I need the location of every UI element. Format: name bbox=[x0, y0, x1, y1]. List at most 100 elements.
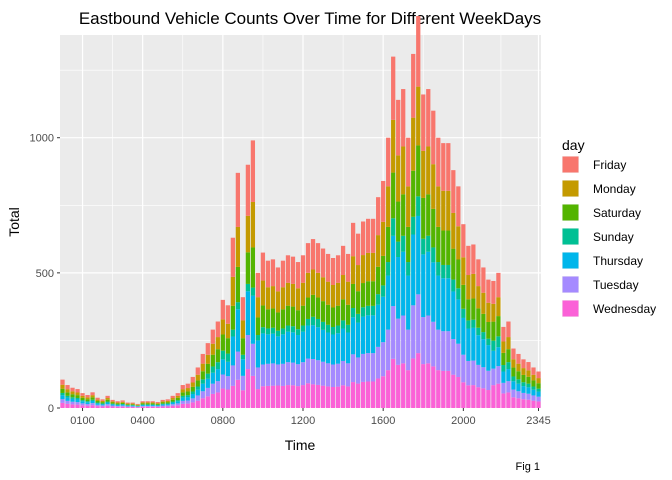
bar-segment-wednesday bbox=[190, 402, 195, 408]
bar-segment-saturday bbox=[441, 230, 446, 265]
bar-segment-saturday bbox=[270, 308, 276, 328]
bar-segment-tuesday bbox=[451, 339, 456, 375]
bar-segment-monday bbox=[426, 146, 431, 195]
bar-segment-thursday bbox=[315, 327, 321, 361]
bar-segment-sunday bbox=[290, 326, 296, 333]
bar-segment-tuesday bbox=[185, 400, 190, 404]
bar-segment-monday bbox=[110, 401, 115, 403]
bar-segment-thursday bbox=[245, 291, 251, 336]
bar-segment-friday bbox=[85, 395, 90, 398]
bar-segment-wednesday bbox=[516, 398, 521, 408]
bar-segment-friday bbox=[170, 395, 175, 399]
bar-segment-tuesday bbox=[190, 398, 195, 403]
bar-segment-wednesday bbox=[250, 375, 256, 408]
bar-segment-friday bbox=[350, 222, 356, 257]
bar-segment-saturday bbox=[225, 338, 230, 354]
bar-segment-friday bbox=[391, 56, 396, 120]
bar-segment-sunday bbox=[366, 305, 371, 316]
bar-segment-sunday bbox=[501, 365, 506, 372]
bar-segment-wednesday bbox=[431, 366, 436, 408]
bar-segment-tuesday bbox=[391, 306, 396, 359]
bar-segment-saturday bbox=[155, 403, 160, 405]
bar-stack bbox=[125, 402, 130, 408]
bar-segment-monday bbox=[240, 320, 246, 339]
bar-segment-friday bbox=[255, 272, 261, 298]
bar-segment-sunday bbox=[120, 403, 125, 405]
bar-segment-thursday bbox=[481, 339, 486, 368]
bar-segment-saturday bbox=[486, 321, 491, 339]
chart-title: Eastbound Vehicle Counts Over Time for D… bbox=[79, 9, 541, 28]
bar-segment-thursday bbox=[486, 345, 491, 371]
bar-segment-monday bbox=[180, 389, 185, 393]
bar-segment-friday bbox=[330, 257, 336, 285]
bar-segment-tuesday bbox=[285, 362, 291, 386]
bar-segment-monday bbox=[225, 323, 230, 339]
bar-segment-friday bbox=[130, 402, 135, 404]
bar-segment-saturday bbox=[421, 197, 426, 239]
bar-segment-friday bbox=[60, 379, 65, 385]
bar-segment-wednesday bbox=[80, 405, 85, 408]
bar-segment-thursday bbox=[506, 369, 511, 382]
bar-segment-sunday bbox=[70, 397, 75, 399]
legend-title: day bbox=[562, 137, 585, 153]
bar-segment-sunday bbox=[471, 319, 476, 328]
bar-segment-saturday bbox=[250, 247, 256, 288]
bar-segment-sunday bbox=[376, 294, 381, 305]
bar-stack bbox=[330, 257, 336, 408]
bar-segment-wednesday bbox=[441, 370, 446, 408]
bar-segment-tuesday bbox=[155, 406, 160, 407]
bar-segment-monday bbox=[300, 282, 306, 306]
bar-segment-friday bbox=[371, 218, 376, 253]
bar-segment-thursday bbox=[406, 275, 411, 330]
bar-segment-monday bbox=[496, 297, 501, 317]
bar-segment-wednesday bbox=[506, 392, 511, 408]
bar-segment-sunday bbox=[431, 247, 436, 263]
bar-stack bbox=[235, 172, 240, 408]
bar-segment-sunday bbox=[230, 329, 235, 337]
bar-stack bbox=[396, 99, 401, 408]
bar-segment-thursday bbox=[275, 336, 281, 365]
bar-segment-tuesday bbox=[476, 364, 481, 388]
bar-segment-friday bbox=[125, 402, 130, 404]
bar-segment-friday bbox=[366, 218, 371, 253]
bar-segment-saturday bbox=[230, 305, 235, 330]
bar-segment-saturday bbox=[125, 404, 130, 406]
bar-stack bbox=[446, 143, 451, 408]
bar-segment-saturday bbox=[210, 354, 215, 367]
bar-segment-friday bbox=[315, 243, 321, 273]
bar-segment-wednesday bbox=[290, 385, 296, 408]
bar-segment-wednesday bbox=[366, 381, 371, 408]
bar-segment-friday bbox=[105, 395, 110, 399]
bar-segment-wednesday bbox=[466, 385, 471, 408]
bar-segment-thursday bbox=[290, 332, 296, 363]
bar-segment-tuesday bbox=[411, 305, 416, 359]
bar-segment-tuesday bbox=[340, 360, 346, 386]
bar-segment-saturday bbox=[305, 297, 311, 319]
bar-segment-saturday bbox=[85, 399, 90, 402]
bar-segment-monday bbox=[310, 269, 316, 295]
bar-segment-saturday bbox=[220, 334, 225, 351]
bar-segment-sunday bbox=[496, 336, 501, 348]
bar-segment-sunday bbox=[371, 305, 376, 316]
bar-segment-saturday bbox=[280, 309, 286, 329]
bar-stack bbox=[416, 16, 421, 408]
bar-stack bbox=[526, 362, 531, 408]
bar-segment-wednesday bbox=[230, 385, 235, 408]
bar-segment-friday bbox=[95, 397, 100, 400]
bar-segment-tuesday bbox=[105, 404, 110, 406]
bar-segment-wednesday bbox=[355, 383, 361, 408]
bar-segment-monday bbox=[60, 384, 65, 389]
bar-stack bbox=[185, 383, 190, 408]
bar-segment-monday bbox=[466, 275, 471, 300]
bar-segment-sunday bbox=[60, 392, 65, 396]
bar-segment-monday bbox=[511, 359, 516, 368]
bar-segment-friday bbox=[496, 272, 501, 298]
bar-segment-friday bbox=[325, 253, 331, 282]
bar-segment-monday bbox=[350, 256, 356, 284]
bar-segment-friday bbox=[285, 255, 291, 283]
bar-segment-sunday bbox=[300, 325, 306, 332]
bar-segment-saturday bbox=[275, 312, 281, 331]
bar-segment-tuesday bbox=[125, 406, 130, 408]
bar-segment-thursday bbox=[330, 334, 336, 365]
bar-segment-thursday bbox=[230, 336, 235, 366]
